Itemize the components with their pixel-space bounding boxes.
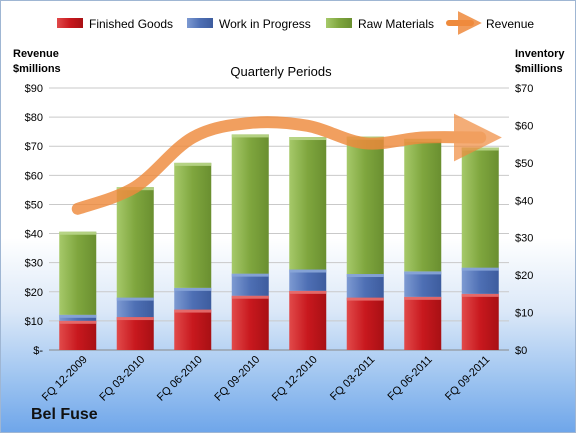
- bar-raw-materials-cap: [174, 162, 212, 166]
- x-tick-label: FQ 06-2010: [155, 354, 205, 404]
- right-tick-label: $20: [515, 270, 533, 282]
- legend-label-raw-materials: Raw Materials: [358, 17, 434, 31]
- bar-finished-goods: [116, 317, 154, 350]
- x-tick-label: FQ 06-2011: [385, 354, 434, 403]
- left-tick-label: $10: [25, 316, 43, 328]
- right-tick-label: $10: [515, 308, 533, 320]
- bar-finished-goods-cap: [116, 317, 154, 321]
- left-tick-label: $80: [25, 112, 43, 124]
- bar-finished-goods-cap: [461, 293, 499, 297]
- bar-work-in-progress: [116, 297, 154, 318]
- bar-finished-goods: [289, 290, 327, 350]
- plot-title: Quarterly Periods: [230, 64, 332, 79]
- bar-finished-goods-cap: [59, 320, 97, 324]
- bar-finished-goods-cap: [231, 295, 269, 299]
- x-tick-label: FQ 12-2010: [270, 354, 320, 404]
- left-tick-label: $70: [25, 141, 43, 153]
- right-tick-label: $0: [515, 345, 527, 357]
- bar-work-in-progress-cap: [461, 267, 499, 271]
- bar-raw-materials: [346, 136, 384, 275]
- right-axis-title-line2: $millions: [515, 63, 563, 75]
- bar-work-in-progress: [461, 267, 499, 294]
- bars: [59, 134, 499, 350]
- left-tick-label: $40: [25, 229, 43, 241]
- legend-swatch-raw-materials: [326, 18, 352, 28]
- bar-finished-goods: [346, 297, 384, 350]
- bar-raw-materials: [174, 162, 212, 288]
- bar-raw-materials: [116, 187, 154, 298]
- right-axis-ticks: $0 $10 $20 $30 $40 $50 $60 $70: [515, 83, 533, 357]
- legend-label-revenue: Revenue: [486, 17, 534, 31]
- x-tick-label: FQ 12-2009: [40, 354, 90, 404]
- bar-finished-goods-cap: [404, 296, 442, 300]
- left-axis-title-line1: Revenue: [13, 48, 59, 60]
- left-axis-ticks: $- $10 $20 $30 $40 $50 $60 $70 $80 $90: [25, 83, 44, 357]
- bar-work-in-progress: [231, 273, 269, 296]
- bar-finished-goods: [174, 309, 212, 350]
- bar-finished-goods-cap: [346, 297, 384, 301]
- left-tick-label: $60: [25, 170, 43, 182]
- right-tick-label: $70: [515, 83, 533, 95]
- x-tick-label: FQ 09-2010: [212, 354, 262, 404]
- bar-raw-materials-cap: [231, 134, 269, 138]
- bar-work-in-progress: [174, 287, 212, 310]
- bar-work-in-progress-cap: [231, 273, 269, 277]
- revenue-line-group: [71, 113, 502, 215]
- bar-work-in-progress-cap: [346, 274, 384, 278]
- bar-work-in-progress-cap: [116, 297, 154, 301]
- bar-raw-materials: [461, 147, 499, 268]
- legend-swatch-finished-goods: [57, 18, 83, 28]
- legend: Finished Goods Work in Progress Raw Mate…: [57, 11, 534, 35]
- right-tick-label: $40: [515, 195, 533, 207]
- bar-work-in-progress-cap: [174, 287, 212, 291]
- bar-raw-materials-cap: [59, 231, 97, 235]
- x-axis-ticks: FQ 12-2009 FQ 03-2010 FQ 06-2010 FQ 09-2010…: [40, 354, 492, 404]
- x-tick-label: FQ 09-2011: [443, 354, 492, 403]
- bar-raw-materials: [404, 138, 442, 272]
- x-tick-label: FQ 03-2011: [328, 354, 377, 403]
- bar-finished-goods: [231, 295, 269, 350]
- left-axis-title-line2: $millions: [13, 63, 61, 75]
- legend-label-work-in-progress: Work in Progress: [219, 17, 311, 31]
- x-tick-label: FQ 03-2010: [97, 354, 147, 404]
- bar-finished-goods: [404, 296, 442, 350]
- bar-finished-goods: [461, 293, 499, 350]
- left-tick-label: $90: [25, 83, 43, 95]
- bar-raw-materials: [59, 231, 97, 315]
- right-tick-label: $60: [515, 120, 533, 132]
- revenue-line: [71, 113, 502, 215]
- bar-work-in-progress: [346, 274, 384, 298]
- left-tick-label: $30: [25, 258, 43, 270]
- right-tick-label: $50: [515, 158, 533, 170]
- brand-label: Bel Fuse: [31, 406, 98, 423]
- bar-raw-materials-cap: [289, 137, 327, 141]
- left-tick-label: $-: [33, 345, 43, 357]
- bar-work-in-progress-cap: [404, 271, 442, 275]
- bar-finished-goods-cap: [174, 309, 212, 313]
- bar-finished-goods-cap: [289, 290, 327, 294]
- left-tick-label: $20: [25, 287, 43, 299]
- right-axis-title-line1: Inventory: [515, 48, 565, 60]
- bar-finished-goods: [59, 320, 97, 350]
- right-tick-label: $30: [515, 233, 533, 245]
- legend-swatch-work-in-progress: [187, 18, 213, 28]
- left-tick-label: $50: [25, 199, 43, 211]
- bar-work-in-progress: [404, 271, 442, 297]
- bar-raw-materials: [289, 137, 327, 270]
- bar-work-in-progress-cap: [59, 314, 97, 318]
- bar-raw-materials-cap: [461, 147, 499, 151]
- bar-raw-materials: [231, 134, 269, 274]
- legend-label-finished-goods: Finished Goods: [89, 17, 173, 31]
- bar-work-in-progress: [289, 269, 327, 291]
- bar-work-in-progress-cap: [289, 269, 327, 273]
